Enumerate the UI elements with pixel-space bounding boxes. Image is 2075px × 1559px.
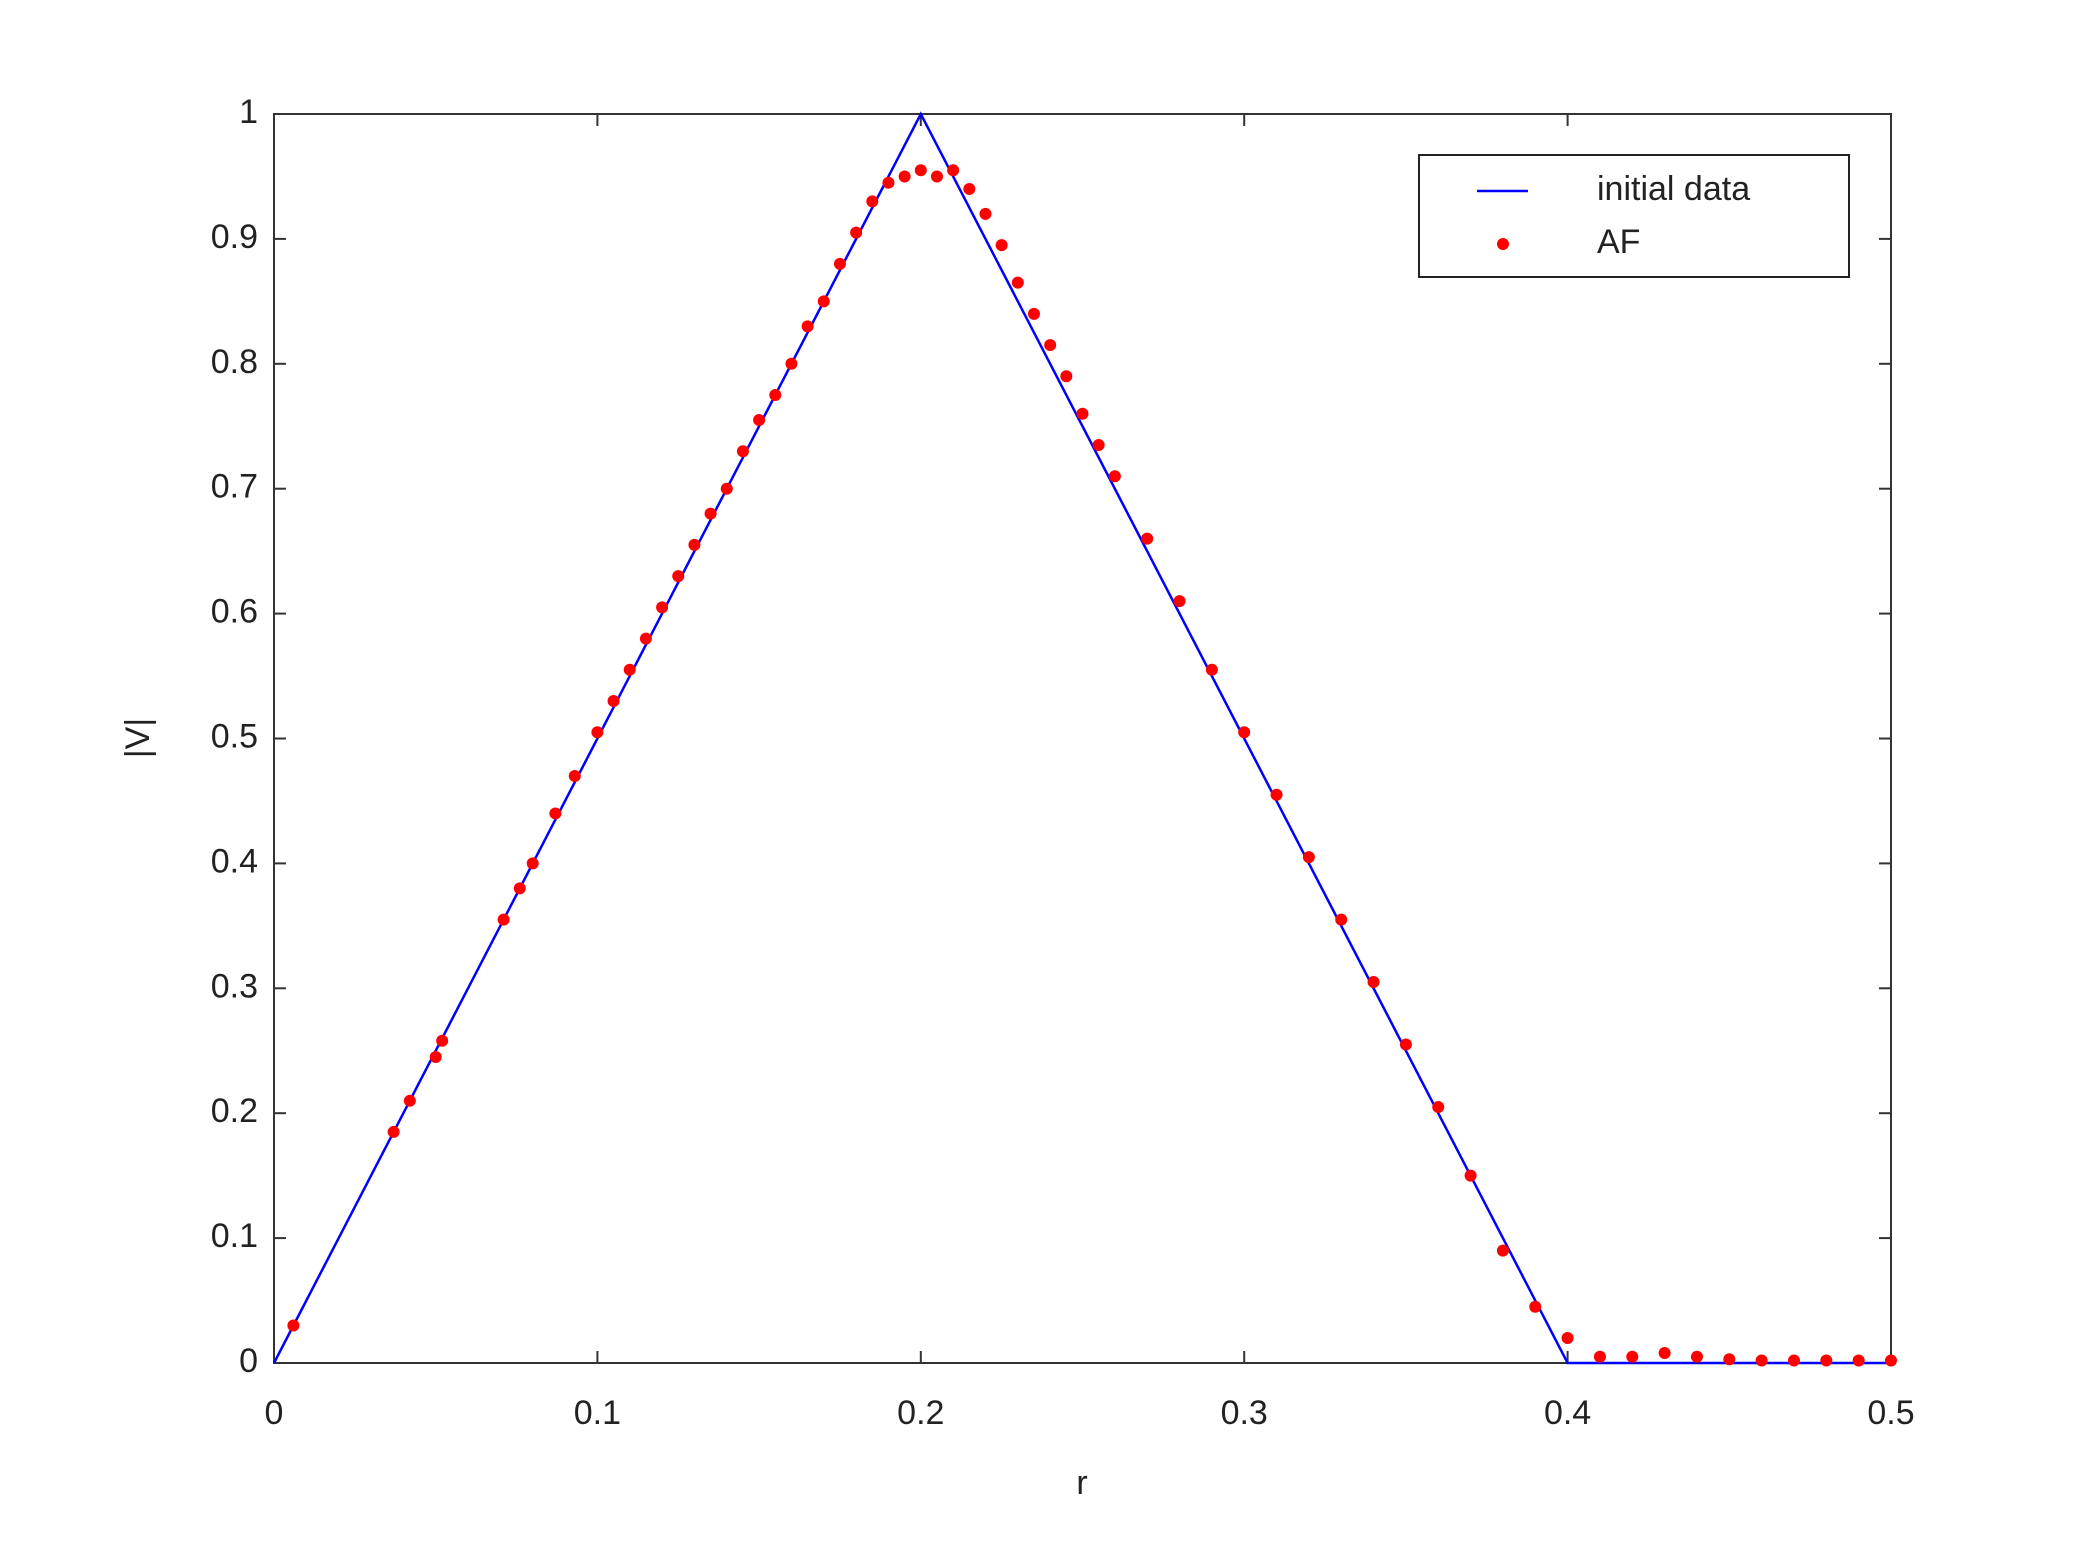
data-point: [720, 482, 733, 495]
data-point: [995, 239, 1008, 252]
data-point: [387, 1125, 400, 1138]
data-point: [429, 1050, 442, 1063]
y-tick-label: 1: [239, 93, 258, 131]
y-axis-label: |V|: [119, 718, 157, 758]
data-point: [1108, 470, 1121, 483]
y-tick-label: 0.6: [211, 593, 258, 631]
data-point: [607, 695, 620, 708]
data-point: [1270, 788, 1283, 801]
y-tick-label: 0.1: [211, 1217, 258, 1255]
data-point: [1011, 276, 1024, 289]
data-point: [549, 807, 562, 820]
y-tick-label: 0.2: [211, 1092, 258, 1130]
data-point: [1820, 1354, 1833, 1367]
x-tick-label: 0.4: [1544, 1394, 1591, 1432]
data-point: [769, 389, 782, 402]
x-tick-label: 0: [265, 1394, 284, 1432]
y-tick-label: 0.4: [211, 842, 258, 880]
data-point: [1027, 307, 1040, 320]
data-point: [1464, 1169, 1477, 1182]
y-tick-label: 0.9: [211, 218, 258, 256]
plot-frame: [273, 113, 1892, 1364]
x-tick-label: 0.1: [574, 1394, 621, 1432]
y-tick-label: 0.3: [211, 967, 258, 1005]
data-point: [287, 1319, 300, 1332]
data-point: [513, 882, 526, 895]
data-point: [1302, 851, 1315, 864]
legend-box: [1418, 154, 1850, 278]
data-point: [1658, 1347, 1671, 1360]
data-point: [866, 195, 879, 208]
data-point: [1885, 1354, 1897, 1367]
data-point: [850, 226, 863, 239]
data-point: [1561, 1332, 1574, 1345]
data-point: [817, 295, 830, 308]
data-point: [1205, 663, 1218, 676]
data-point: [801, 320, 814, 333]
x-tick-label: 0.3: [1221, 1394, 1268, 1432]
data-point: [1852, 1354, 1865, 1367]
data-point: [1092, 438, 1105, 451]
data-point: [1060, 370, 1073, 383]
data-point: [930, 170, 943, 183]
data-point: [436, 1034, 449, 1047]
data-point: [1626, 1350, 1639, 1363]
data-point: [672, 570, 685, 583]
data-point: [1432, 1100, 1445, 1113]
data-point: [704, 507, 717, 520]
data-point: [882, 176, 895, 189]
data-point: [688, 538, 701, 551]
data-point: [914, 164, 927, 177]
data-point: [568, 769, 581, 782]
x-tick-label: 0.5: [1867, 1394, 1914, 1432]
data-point: [1723, 1353, 1736, 1366]
data-point: [947, 164, 960, 177]
legend-label: initial data: [1597, 170, 1750, 208]
data-point: [623, 663, 636, 676]
data-point: [1238, 726, 1251, 739]
data-point: [1335, 913, 1348, 926]
x-tick-label: 0.2: [897, 1394, 944, 1432]
x-axis-label: r: [1076, 1464, 1087, 1502]
data-point: [526, 857, 539, 870]
data-point: [963, 182, 976, 195]
legend-marker: [1497, 238, 1509, 250]
y-tick-label: 0: [239, 1342, 258, 1380]
data-line: [272, 111, 1891, 1365]
data-point: [1399, 1038, 1412, 1051]
data-point: [1593, 1350, 1606, 1363]
data-point: [1367, 976, 1380, 989]
data-point: [736, 445, 749, 458]
legend-label: AF: [1597, 223, 1640, 261]
data-point: [1690, 1350, 1703, 1363]
data-point: [833, 257, 846, 270]
y-tick-label: 0.7: [211, 468, 258, 506]
data-point: [1755, 1354, 1768, 1367]
data-point: [1141, 532, 1154, 545]
data-point: [403, 1094, 416, 1107]
y-tick-label: 0.5: [211, 717, 258, 755]
data-point: [1496, 1244, 1509, 1257]
data-point: [753, 414, 766, 427]
data-point: [656, 601, 669, 614]
data-point: [1173, 595, 1186, 608]
data-point: [785, 357, 798, 370]
data-point: [591, 726, 604, 739]
data-point: [497, 913, 510, 926]
data-point: [1787, 1354, 1800, 1367]
data-point: [1529, 1300, 1542, 1313]
y-tick-label: 0.8: [211, 343, 258, 381]
data-point: [898, 170, 911, 183]
data-point: [1044, 339, 1057, 352]
data-point: [639, 632, 652, 645]
data-point: [979, 207, 992, 220]
data-point: [1076, 407, 1089, 420]
